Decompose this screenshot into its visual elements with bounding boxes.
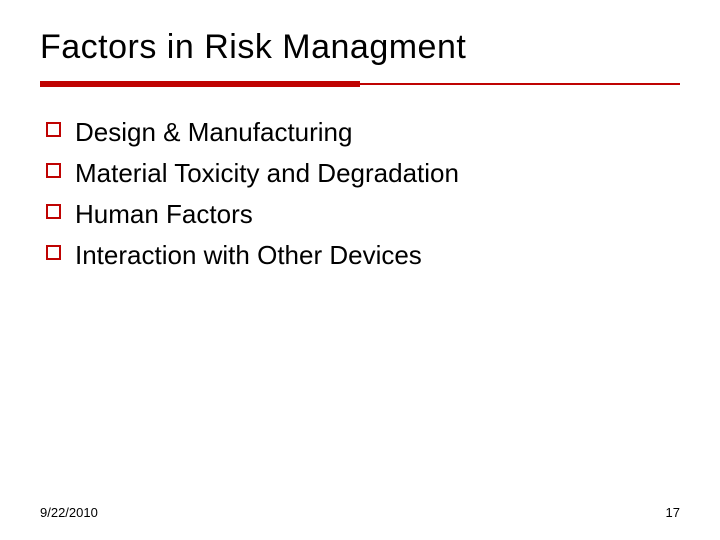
title-rule [40, 81, 680, 87]
title-rule-thin [360, 83, 680, 85]
slide-footer: 9/22/2010 17 [0, 505, 720, 520]
slide: Factors in Risk Managment Design & Manuf… [0, 0, 720, 540]
list-item: Design & Manufacturing [46, 115, 680, 150]
footer-page-number: 17 [666, 505, 680, 520]
checkbox-icon [46, 245, 61, 260]
checkbox-icon [46, 122, 61, 137]
bullet-text: Human Factors [75, 197, 253, 232]
bullet-text: Material Toxicity and Degradation [75, 156, 459, 191]
bullet-list: Design & Manufacturing Material Toxicity… [40, 115, 680, 273]
footer-date: 9/22/2010 [40, 505, 98, 520]
checkbox-icon [46, 204, 61, 219]
slide-title: Factors in Risk Managment [40, 28, 680, 67]
bullet-text: Interaction with Other Devices [75, 238, 422, 273]
bullet-text: Design & Manufacturing [75, 115, 352, 150]
list-item: Interaction with Other Devices [46, 238, 680, 273]
title-rule-bold [40, 81, 360, 87]
list-item: Human Factors [46, 197, 680, 232]
checkbox-icon [46, 163, 61, 178]
list-item: Material Toxicity and Degradation [46, 156, 680, 191]
